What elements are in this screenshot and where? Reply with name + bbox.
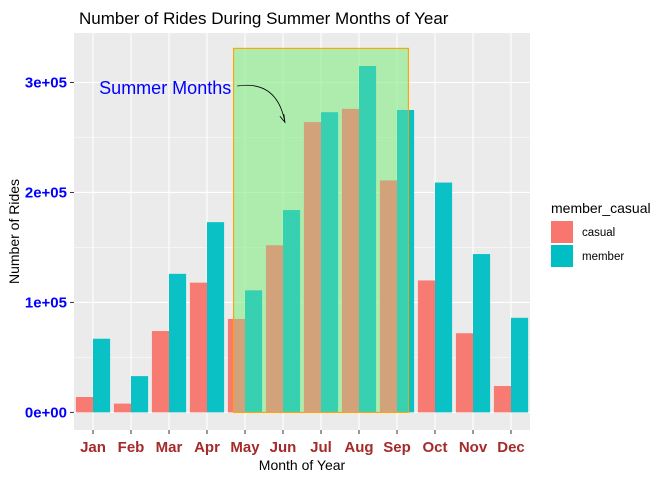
bar-casual-oct: [417, 280, 435, 413]
y-tick-label: 1e+05: [25, 294, 67, 311]
bars: [75, 47, 529, 413]
bar-casual-feb: [113, 403, 131, 413]
bar-casual-dec: [493, 386, 511, 413]
bar-member-dec: [511, 317, 529, 413]
y-tick-label: 2e+05: [25, 184, 67, 201]
x-tick-label: May: [230, 439, 260, 456]
bar-casual-may: [227, 318, 245, 413]
x-tick-label: Mar: [156, 439, 183, 456]
bar-member-oct: [435, 182, 453, 413]
annotation: Summer Months: [99, 78, 286, 124]
bar-member-mar: [169, 273, 187, 413]
annotation-text: Summer Months: [99, 78, 231, 98]
x-tick-label: Nov: [459, 439, 488, 456]
chart-title: Number of Rides During Summer Months of …: [79, 9, 449, 28]
x-tick-label: Aug: [344, 439, 373, 456]
annotation-arrow: [237, 84, 286, 123]
y-axis-ticks: 0e+00 1e+05 2e+05 3e+05: [25, 74, 74, 421]
x-tick-label: Dec: [497, 439, 525, 456]
x-tick-label: Jun: [270, 439, 297, 456]
x-axis-ticks: Jan Feb Mar Apr May Jun Jul Aug Sep Oct Nov Dec: [80, 430, 525, 456]
legend-title: member_casual: [551, 200, 651, 216]
legend-key-casual: [551, 221, 573, 243]
bar-member-sep: [397, 109, 415, 413]
x-tick-label: Sep: [383, 439, 411, 456]
bar-casual-jul: [303, 122, 321, 413]
y-tick-label: 0e+00: [25, 404, 67, 421]
bar-member-feb: [131, 376, 149, 413]
summer-highlight-overlay: [233, 47, 409, 413]
x-tick-label: Feb: [118, 439, 145, 456]
bar-member-jan: [93, 338, 111, 413]
x-tick-label: Jul: [310, 439, 332, 456]
bar-casual-sep: [379, 180, 397, 413]
bar-casual-nov: [455, 333, 473, 413]
bar-member-nov: [473, 254, 491, 413]
bar-member-jul: [321, 112, 339, 413]
x-tick-label: Jan: [80, 439, 106, 456]
bar-casual-aug: [341, 108, 359, 413]
legend-label-member: member: [582, 251, 624, 263]
legend-key-member: [551, 245, 573, 267]
bar-member-apr: [207, 222, 225, 413]
y-tick-label: 3e+05: [25, 74, 67, 91]
legend-label-casual: casual: [582, 227, 615, 239]
bar-member-may: [245, 290, 263, 413]
bar-casual-apr: [189, 282, 207, 413]
bar-casual-jun: [265, 245, 283, 413]
bar-casual-mar: [151, 331, 169, 413]
x-tick-label: Apr: [194, 439, 220, 456]
y-axis-title: Number of Rides: [6, 179, 22, 284]
bar-member-jun: [283, 210, 301, 413]
bar-member-aug: [359, 65, 377, 413]
bar-casual-jan: [75, 397, 93, 413]
annotation-arrowhead: [279, 114, 286, 124]
x-axis-title: Month of Year: [259, 457, 346, 473]
x-tick-label: Oct: [422, 439, 447, 456]
